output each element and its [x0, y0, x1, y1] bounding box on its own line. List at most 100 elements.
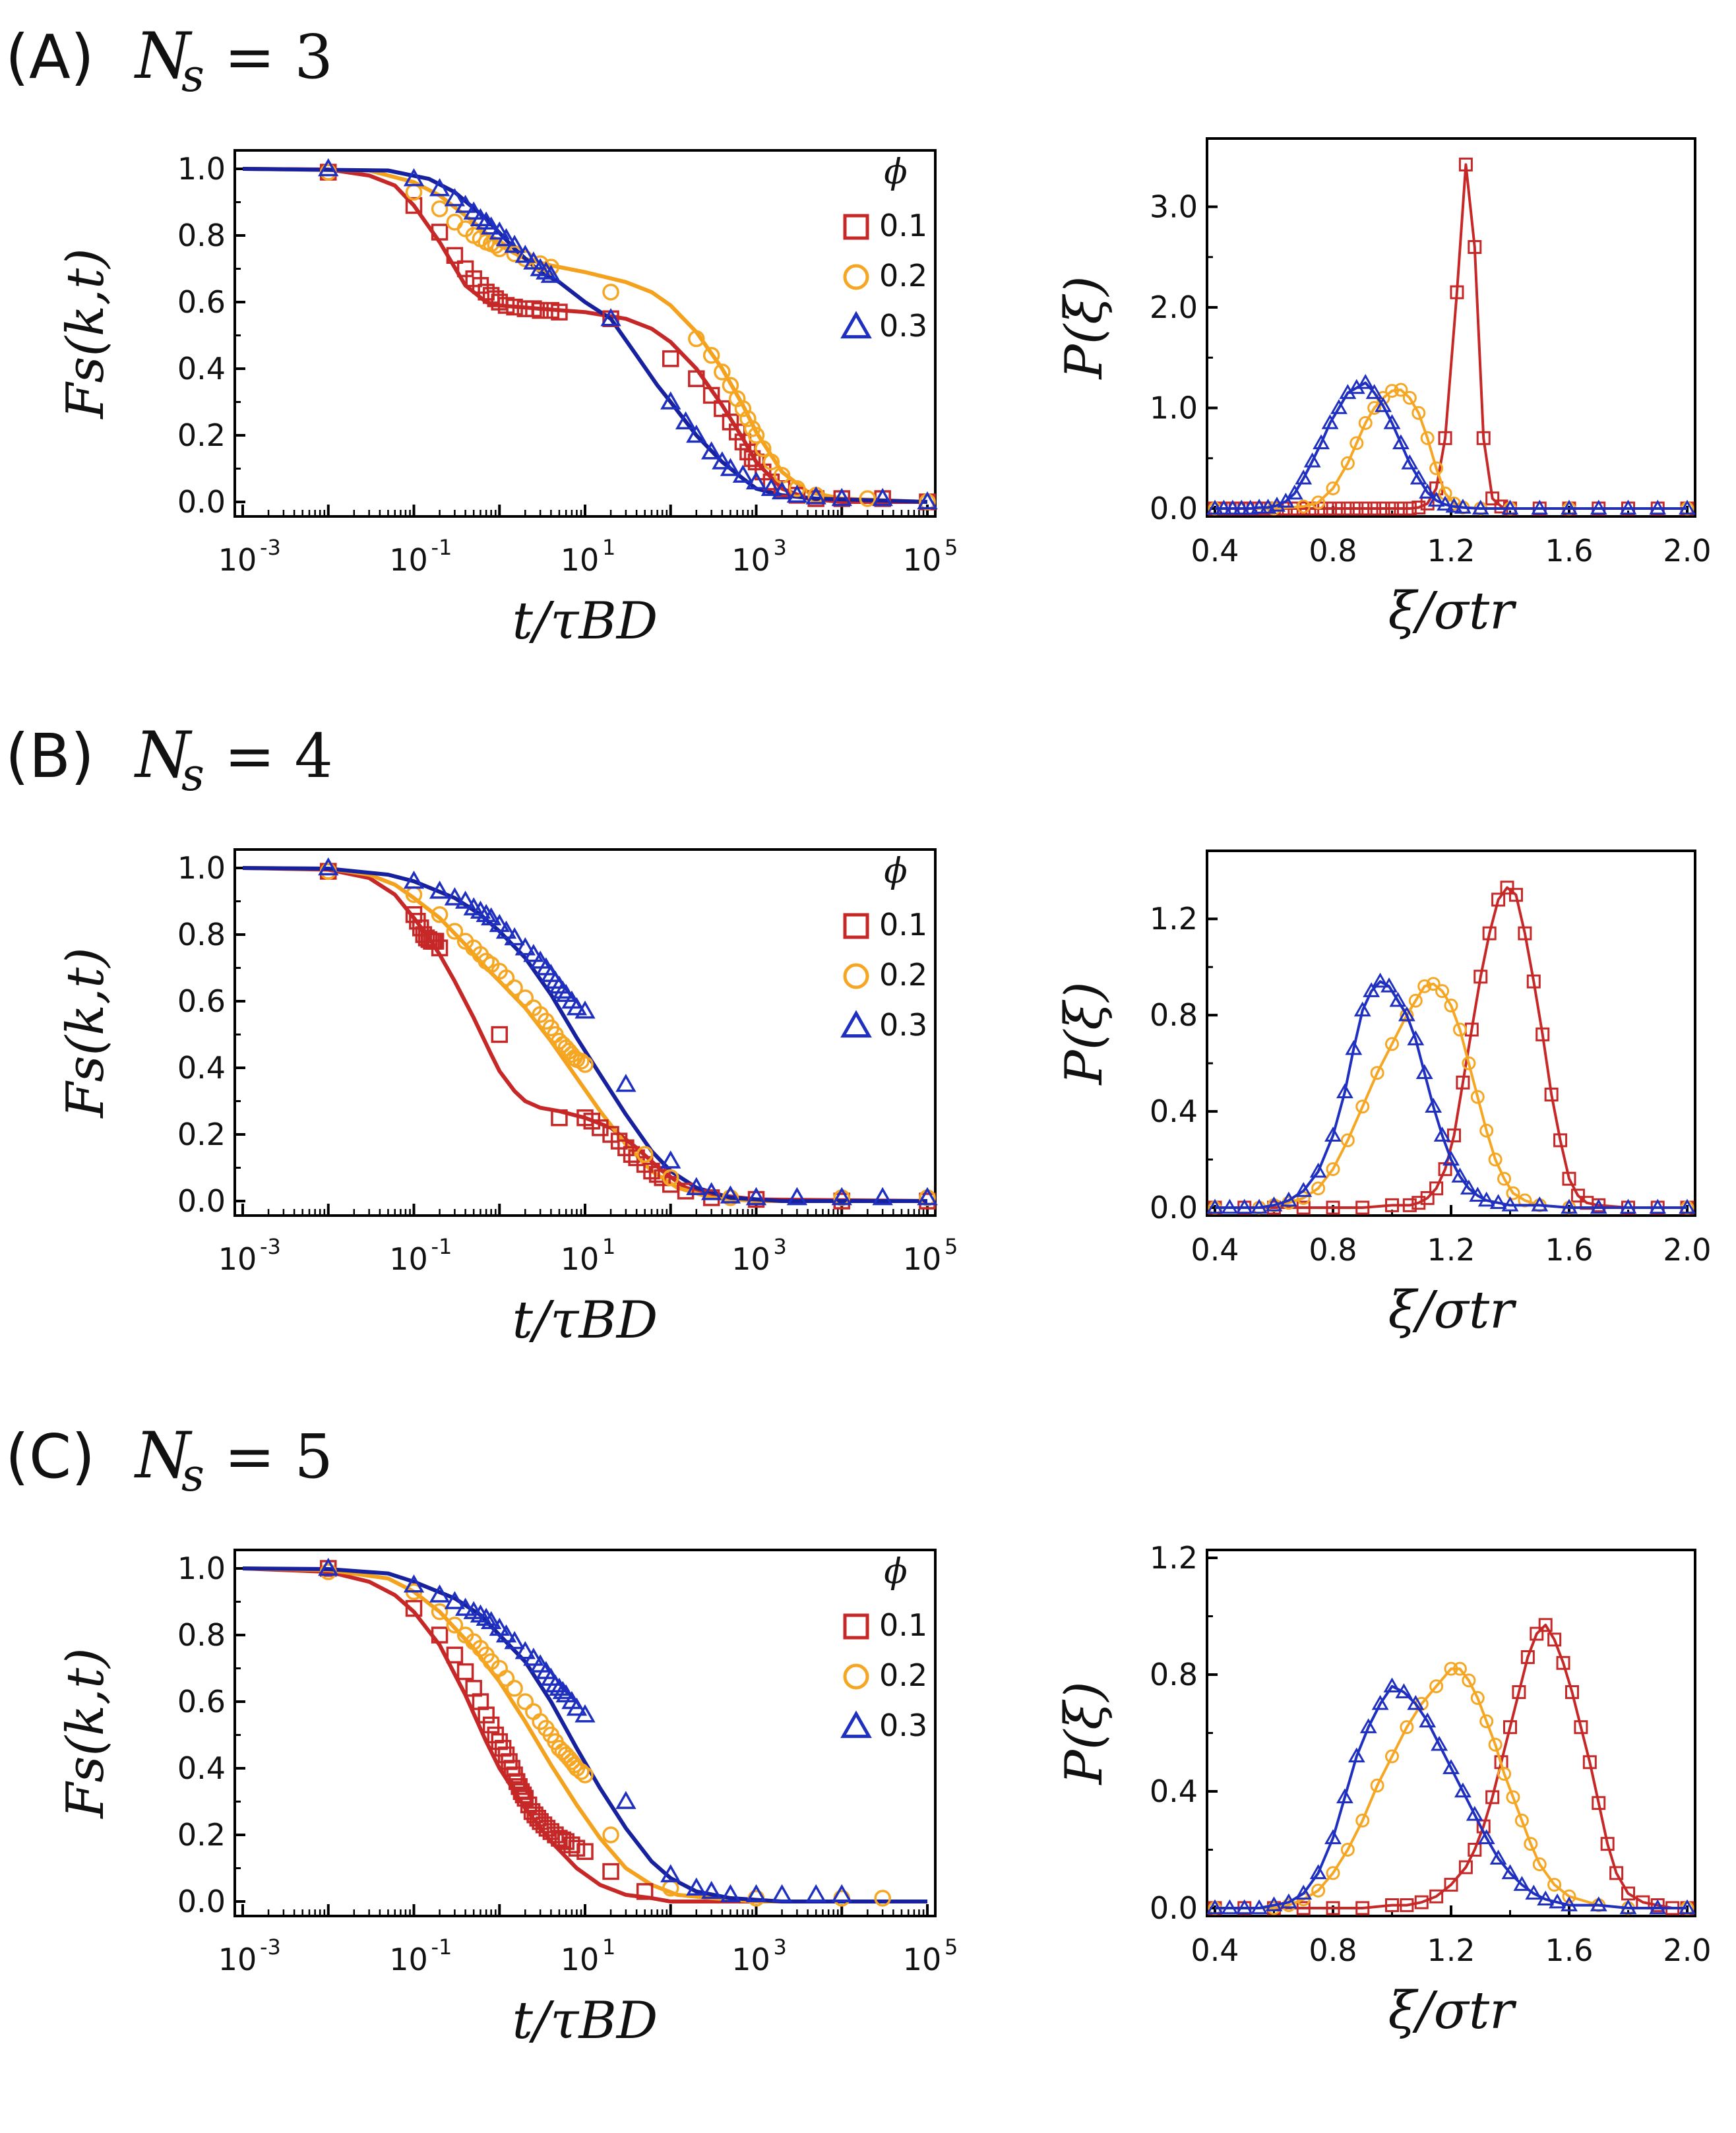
data-point	[576, 1843, 594, 1860]
markers-phi-0.3	[1206, 972, 1696, 1214]
x-tick-base: 10	[731, 1241, 770, 1277]
data-point	[1562, 1171, 1576, 1186]
legend-marker-0.1	[843, 214, 869, 240]
data-point	[1402, 1198, 1417, 1212]
data-point	[1313, 434, 1330, 450]
y-tick-label: 2.0	[1150, 290, 1198, 325]
data-point	[760, 478, 782, 497]
series-line-phi-0.3	[1215, 381, 1687, 510]
x-tick-label: 0.4	[1191, 1932, 1239, 1968]
data-point	[677, 1183, 695, 1200]
y-tick-label: 0.0	[177, 484, 226, 520]
x-axis-label: ξ/σtr	[1388, 1281, 1517, 1340]
data-point	[1592, 1796, 1606, 1810]
x-tick-label: 10 -3	[218, 535, 281, 578]
data-point	[831, 487, 852, 507]
right-chart: 0.0 0.4 0.8 1.2 0.4 0.8 1.2 1.6 2.0 ξ/σtr P(ξ)	[1055, 1540, 1712, 2041]
data-point	[1561, 499, 1578, 515]
data-point	[1429, 1889, 1444, 1903]
data-point	[747, 427, 765, 444]
fit-line-phi-0.2	[242, 1566, 927, 1903]
data-point	[504, 1630, 525, 1650]
data-point	[1470, 1090, 1485, 1104]
series-line-phi-0.2	[1215, 1667, 1687, 1909]
data-point	[446, 247, 464, 264]
data-point	[456, 1663, 474, 1681]
data-point	[602, 1826, 619, 1843]
data-point	[771, 1884, 793, 1903]
markers-phi-0.3	[1206, 1677, 1696, 1915]
data-point	[1429, 1679, 1444, 1694]
data-point	[1321, 414, 1339, 429]
y-tick-label: 0.0	[177, 1183, 226, 1219]
data-point	[1385, 1198, 1399, 1212]
data-point	[702, 347, 720, 364]
fit-line-phi-0.2	[242, 167, 928, 504]
data-point	[1531, 499, 1549, 515]
x-tick-label: 10 -3	[218, 1934, 281, 1977]
data-point	[1650, 1898, 1665, 1913]
data-point	[1251, 499, 1268, 514]
panel-title: (C) Ns = 5	[5, 1419, 333, 1502]
data-point	[662, 350, 679, 367]
data-point	[714, 363, 731, 381]
series-line-phi-0.1	[1215, 1623, 1687, 1909]
data-point	[1411, 1196, 1426, 1210]
data-point	[1619, 1198, 1637, 1214]
data-point	[1472, 499, 1489, 515]
fit-line-phi-0.3	[242, 1566, 927, 1903]
data-point	[1489, 1194, 1507, 1209]
data-point	[318, 1557, 339, 1576]
data-point	[1501, 1864, 1519, 1880]
panel-symbol-sub: s	[181, 749, 204, 801]
data-point	[1473, 970, 1488, 984]
data-point	[1454, 1782, 1472, 1798]
data-point	[523, 1648, 544, 1666]
data-point	[660, 1864, 681, 1882]
data-point	[1410, 469, 1427, 485]
data-point	[1547, 1632, 1562, 1647]
markers-phi-0.1	[320, 1560, 654, 1900]
data-point	[1296, 1901, 1311, 1915]
y-tick-label: 0.4	[1150, 1094, 1198, 1129]
data-point	[431, 939, 449, 956]
legend-marker-0.2	[843, 264, 869, 290]
x-tick-label: 10 -1	[389, 1234, 452, 1277]
x-tick-base: 10	[389, 542, 428, 578]
x-tick-label: 10 -1	[389, 535, 452, 578]
data-point	[1311, 1883, 1326, 1898]
data-point	[712, 451, 733, 470]
y-tick-label: 0.6	[177, 983, 226, 1019]
data-point	[1565, 1685, 1579, 1700]
data-point	[805, 486, 826, 505]
data-point	[686, 424, 707, 443]
data-point	[1385, 501, 1399, 516]
legend: ϕ 0.1 0.2 0.3	[840, 1552, 927, 1743]
data-point	[1340, 501, 1355, 516]
data-point	[1414, 1895, 1429, 1909]
data-point	[1485, 491, 1500, 506]
data-point	[481, 1611, 502, 1630]
data-point	[491, 1026, 508, 1043]
x-tick-label: 10 -1	[389, 1934, 452, 1977]
data-point	[1462, 1673, 1476, 1688]
x-tick-label: 1.6	[1545, 533, 1593, 569]
data-point	[552, 1681, 573, 1700]
data-point	[762, 453, 780, 471]
data-point	[722, 1189, 739, 1206]
data-point	[429, 881, 450, 899]
data-point	[1286, 484, 1303, 500]
panel-symbol: N	[134, 19, 193, 93]
data-point	[1348, 1747, 1365, 1763]
data-point	[1206, 1198, 1224, 1214]
x-tick-base: 10	[561, 1942, 600, 1977]
data-point	[786, 484, 808, 503]
data-point	[1311, 1181, 1326, 1196]
panel-symbol: N	[134, 718, 193, 792]
data-point	[1429, 1181, 1444, 1196]
y-axis-label-text: Fs(k,t)	[56, 947, 115, 1119]
data-point	[481, 907, 502, 925]
y-tick-label: 0.8	[177, 218, 226, 253]
data-point	[1355, 1200, 1370, 1215]
data-point	[1454, 499, 1472, 514]
